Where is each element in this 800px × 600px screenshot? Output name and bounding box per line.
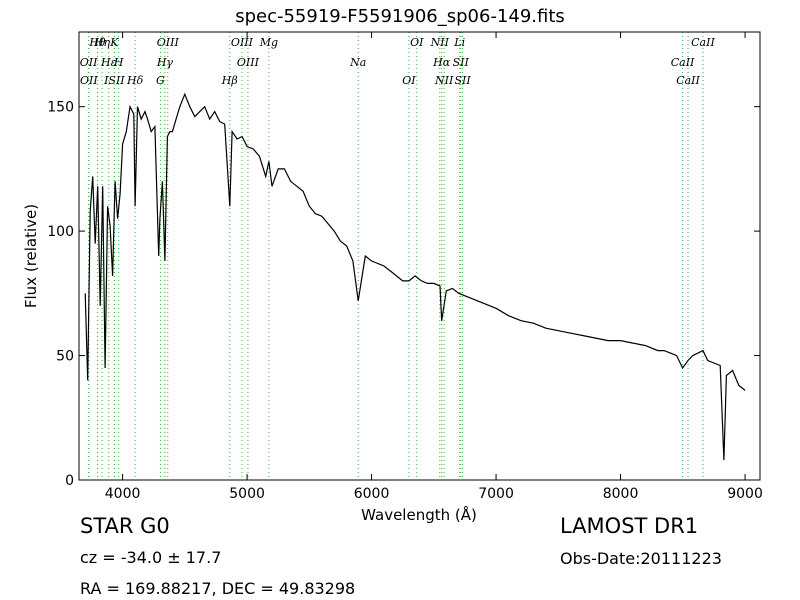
line-label-7: H (113, 56, 124, 69)
line-label-12: OIII (231, 36, 254, 49)
line-label-10: Hγ (156, 56, 174, 69)
y-axis-label: Flux (relative) (22, 204, 40, 308)
line-label-19: Hα (432, 56, 451, 69)
line-label-17: OI (402, 74, 416, 87)
line-label-14: Hβ (221, 74, 238, 87)
line-label-15: Mg (259, 36, 278, 49)
class-label: STAR G0 (80, 514, 170, 538)
line-label-16: Na (349, 56, 366, 69)
line-label-6: K (109, 36, 119, 49)
line-label-2: OII (80, 74, 98, 87)
plot-frame (78, 31, 761, 481)
line-label-3: Hη (93, 36, 111, 49)
line-label-25: CaII (671, 56, 695, 69)
y-tick-label-1: 50 (56, 349, 74, 365)
survey-label: LAMOST DR1 (560, 514, 699, 538)
x-tick-label-1: 5000 (229, 486, 265, 502)
x-tick-label-0: 4000 (105, 486, 141, 502)
line-label-8: Hδ (126, 74, 144, 87)
line-label-13: OIII (237, 56, 260, 69)
y-tick-label-3: 150 (47, 100, 74, 116)
obs-date-label: Obs-Date:20111223 (560, 549, 722, 568)
x-tick-label-3: 7000 (478, 486, 514, 502)
line-label-22: SII (453, 56, 470, 69)
axis-ticks: 4000 5000 6000 7000 8000 9000 0 50 100 150 (47, 32, 763, 502)
coordinates-label: RA = 169.88217, DEC = 49.83298 (80, 579, 356, 598)
spectrum-series (84, 92, 746, 461)
emission-line-markers (88, 32, 704, 480)
line-label-9: OIII (157, 36, 180, 49)
line-label-20: NII (434, 74, 454, 87)
line-label-0: Hθ (88, 36, 106, 49)
line-label-4: Hε (100, 56, 117, 69)
x-tick-label-4: 8000 (603, 486, 639, 502)
line-label-1: OII (80, 56, 98, 69)
line-label-24: Li (453, 36, 465, 49)
line-label-11: G (156, 74, 165, 87)
line-label-23: SII (454, 74, 471, 87)
redshift-label: cz = -34.0 ± 17.7 (80, 548, 222, 567)
line-label-5: ISII (103, 74, 125, 87)
x-tick-label-5: 9000 (727, 486, 763, 502)
spectrum-line (84, 92, 746, 461)
line-label-21: NII (430, 36, 450, 49)
y-tick-label-2: 100 (47, 224, 74, 240)
line-label-18: OI (410, 36, 424, 49)
y-tick-label-0: 0 (65, 473, 74, 489)
chart-title: spec-55919-F5591906_sp06-149.fits (235, 6, 565, 27)
line-label-26: CaII (676, 74, 700, 87)
x-tick-label-2: 6000 (354, 486, 390, 502)
x-axis-label: Wavelength (Å) (361, 505, 477, 524)
line-label-27: CaII (691, 36, 715, 49)
